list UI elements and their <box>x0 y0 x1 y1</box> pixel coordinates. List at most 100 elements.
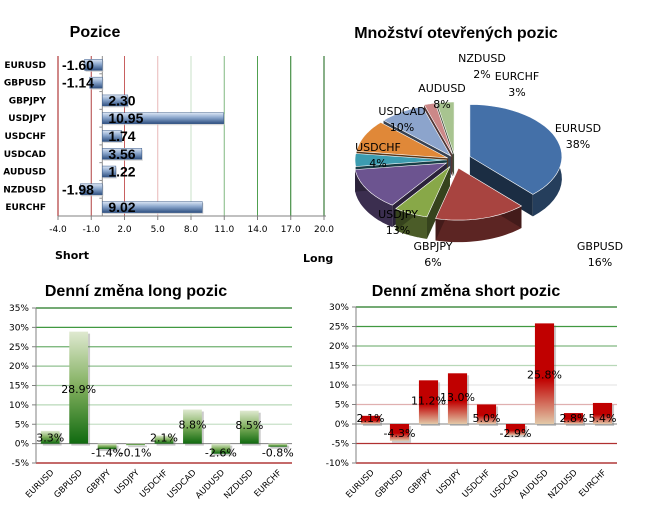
category-label: NZDUSD <box>3 185 46 195</box>
pie-label-value: 13% <box>386 224 410 237</box>
pie-label-name: EURUSD <box>555 122 601 135</box>
data-label: -1.98 <box>62 181 94 197</box>
x-category-label: EURCHF <box>577 468 608 499</box>
bar <box>102 201 203 213</box>
x-tick-label: 5.0 <box>151 225 166 235</box>
pie-slice <box>469 104 563 195</box>
pie-slice-wall <box>469 156 533 217</box>
bar <box>102 165 117 178</box>
data-label: -2.6% <box>205 447 237 460</box>
y-tick-label: 5% <box>15 420 30 430</box>
x-tick-label: 11.0 <box>214 225 234 235</box>
y-tick-label: 25% <box>9 343 29 353</box>
data-label: 1.22 <box>108 164 135 180</box>
pie-label-name: EURCHF <box>495 70 539 83</box>
data-label: -1.4% <box>91 447 123 460</box>
bar <box>563 413 584 424</box>
long-label: Long <box>303 252 333 265</box>
data-label: 8.5% <box>235 419 263 432</box>
data-label: 9.02 <box>108 199 135 215</box>
pie-label-value: 10% <box>390 121 414 134</box>
data-label: -2.9% <box>500 427 532 440</box>
x-category-label: EURUSD <box>24 468 57 501</box>
bar <box>102 112 224 124</box>
bar <box>418 380 439 424</box>
data-label: 3.3% <box>36 432 64 445</box>
x-tick-label: 17.0 <box>281 225 301 235</box>
bar <box>239 410 259 444</box>
daily-long-change-chart: Denní změna long pozic -5% 0% 5% 10% 15% 20% 2… <box>9 283 294 501</box>
pie-label-name: GBPUSD <box>577 240 623 253</box>
pie-label-name: AUDUSD <box>418 82 466 95</box>
y-tick-label: -5% <box>331 440 349 450</box>
data-label: 5.0% <box>473 412 501 425</box>
x-tick-label: 2.0 <box>117 225 132 235</box>
data-label: 2.1% <box>357 412 385 425</box>
y-tick-label: -5% <box>11 459 29 469</box>
y-tick-label: 5% <box>335 401 350 411</box>
category-label: EURUSD <box>4 61 46 71</box>
daily-short-change-chart: Denní změna short pozic -10% -5% 0% 5% 10% 15… <box>326 283 617 501</box>
data-label: -0.1% <box>120 447 152 460</box>
pie-label-value: 3% <box>508 86 525 99</box>
x-category-label: GBPJPY <box>85 467 114 496</box>
bar <box>69 331 89 444</box>
bar <box>389 424 410 441</box>
bar <box>505 424 526 436</box>
category-label: USDJPY <box>8 114 46 124</box>
category-label: GBPUSD <box>4 79 46 89</box>
short-label: Short <box>55 249 89 262</box>
pie-slice <box>354 153 448 167</box>
x-category-label: GBPUSD <box>373 468 406 501</box>
category-label: AUDUSD <box>3 168 46 178</box>
pie-slice <box>354 162 448 206</box>
y-tick-label: 30% <box>9 323 29 333</box>
x-tick-label: 14.0 <box>247 225 267 235</box>
x-category-label: USDCHF <box>461 468 493 500</box>
pie-label-value: 16% <box>588 256 612 269</box>
pie-slice <box>395 166 451 218</box>
pie-slice <box>356 122 448 159</box>
y-tick-label: -10% <box>326 459 350 469</box>
pie-label-value: 2% <box>473 68 490 81</box>
category-label: GBPJPY <box>9 96 47 106</box>
y-tick-label: 35% <box>9 304 29 314</box>
bar <box>89 76 103 89</box>
y-tick-label: 15% <box>9 382 29 392</box>
y-tick-label: 0% <box>15 440 30 450</box>
pie-slice-side <box>355 169 393 228</box>
x-category-label: GBPJPY <box>406 467 435 496</box>
y-tick-label: 25% <box>329 323 349 333</box>
category-label: EURCHF <box>5 203 46 213</box>
bar <box>102 148 143 160</box>
x-tick-label: 20.0 <box>314 225 334 235</box>
data-label: 2.1% <box>150 432 178 445</box>
category-label: USDCAD <box>4 150 46 160</box>
pie-slice <box>435 167 523 221</box>
bar <box>97 443 117 450</box>
y-tick-label: 30% <box>329 303 349 313</box>
bar <box>40 430 60 444</box>
data-label: 25.8% <box>527 369 562 382</box>
long-chart-title: Denní změna long pozic <box>45 283 227 300</box>
x-category-label: USDCAD <box>166 468 199 501</box>
bar <box>102 130 122 142</box>
data-label: 2.8% <box>560 412 588 425</box>
bar <box>268 443 288 447</box>
x-category-label: AUDUSD <box>518 468 551 501</box>
category-label: USDCHF <box>4 132 46 142</box>
bar <box>183 409 202 444</box>
data-label: 1.74 <box>108 128 135 144</box>
data-label: -1.60 <box>62 57 94 73</box>
x-category-label: AUDUSD <box>194 468 227 501</box>
pie-label-name: GBPJPY <box>413 240 452 253</box>
pie-label-value: 8% <box>433 98 450 111</box>
bar <box>360 415 381 424</box>
y-tick-label: 20% <box>9 362 29 372</box>
bar-shadow <box>270 445 290 449</box>
x-category-label: NZDUSD <box>546 468 579 501</box>
bar <box>126 443 145 446</box>
data-label: -1.14 <box>62 75 94 91</box>
bar <box>592 402 613 424</box>
